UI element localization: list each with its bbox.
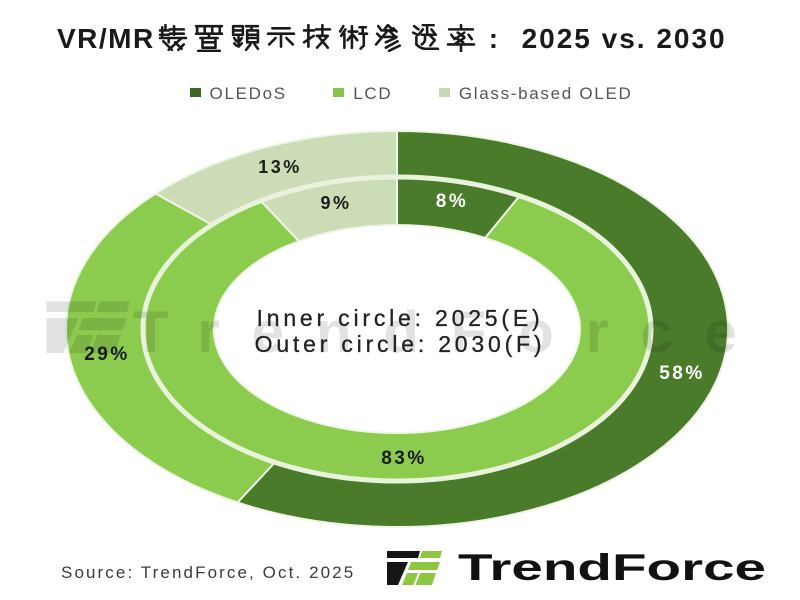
svg-text:TrendForce: TrendForce xyxy=(458,549,766,588)
